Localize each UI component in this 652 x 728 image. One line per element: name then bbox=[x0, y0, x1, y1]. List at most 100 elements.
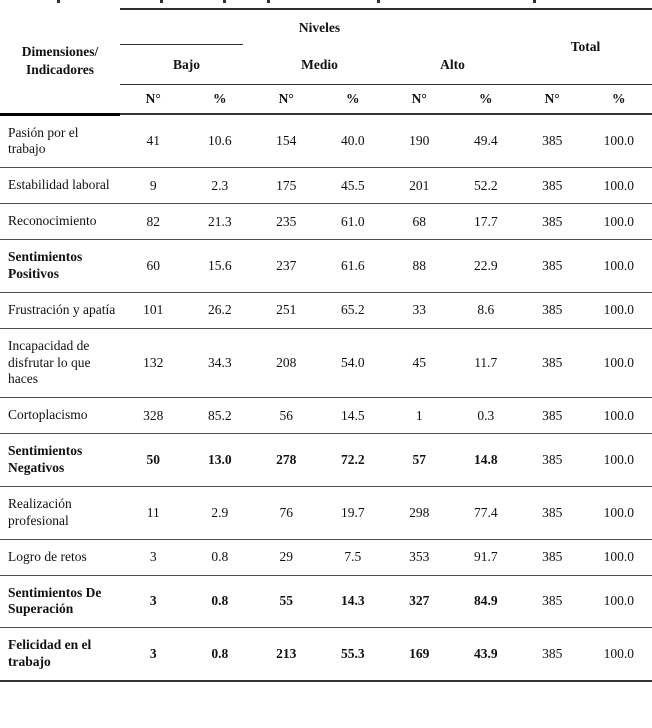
cropped-caption-remnant bbox=[223, 0, 226, 3]
cell-value: 278 bbox=[253, 433, 320, 487]
cell-value: 77.4 bbox=[452, 486, 519, 540]
header-medio: Medio bbox=[253, 46, 386, 85]
header-total: Total bbox=[519, 8, 652, 85]
cell-value: 88 bbox=[386, 239, 453, 293]
cell-value: 72.2 bbox=[319, 433, 386, 487]
cell-value: 328 bbox=[120, 397, 187, 435]
cell-value: 15.6 bbox=[186, 239, 253, 293]
cell-value: 34.3 bbox=[186, 328, 253, 399]
row-label: Estabilidad laboral bbox=[0, 167, 120, 205]
cell-value: 385 bbox=[519, 167, 586, 205]
row-label: Sentimientos De Superación bbox=[0, 575, 120, 629]
table-row: Reconocimiento 82 21.3 235 61.0 68 17.7 385 100.… bbox=[0, 203, 652, 240]
cell-value: 33 bbox=[386, 292, 453, 329]
header-niveles: Niveles bbox=[120, 8, 519, 46]
subheader-pct-alto: % bbox=[452, 84, 519, 115]
frequency-table: Dimensiones/ Indicadores Niveles Total B… bbox=[0, 8, 652, 683]
cell-value: 65.2 bbox=[319, 292, 386, 329]
table-row: Cortoplacismo 328 85.2 56 14.5 1 0.3 385 100.0 bbox=[0, 397, 652, 435]
cell-value: 43.9 bbox=[452, 627, 519, 683]
subheader-n-alto: N° bbox=[386, 84, 453, 115]
cell-value: 14.8 bbox=[452, 433, 519, 487]
cell-value: 100.0 bbox=[585, 539, 652, 576]
cell-value: 385 bbox=[519, 539, 586, 576]
row-label: Sentimientos Positivos bbox=[0, 239, 120, 293]
cell-value: 3 bbox=[120, 627, 187, 683]
subheader-n-bajo: N° bbox=[120, 84, 187, 115]
niveles-underline bbox=[120, 44, 243, 45]
cropped-caption-remnant bbox=[57, 0, 60, 3]
cell-value: 11.7 bbox=[452, 328, 519, 399]
cell-value: 385 bbox=[519, 114, 586, 169]
table-body: Pasión por el trabajo 41 10.6 154 40.0 190 49.… bbox=[0, 114, 652, 683]
subheader-pct-total: % bbox=[585, 84, 652, 115]
cell-value: 385 bbox=[519, 575, 586, 629]
cell-value: 29 bbox=[253, 539, 320, 576]
cell-value: 3 bbox=[120, 575, 187, 629]
cell-value: 0.8 bbox=[186, 539, 253, 576]
cell-value: 40.0 bbox=[319, 114, 386, 169]
cell-value: 385 bbox=[519, 239, 586, 293]
cell-value: 327 bbox=[386, 575, 453, 629]
cell-value: 208 bbox=[253, 328, 320, 399]
cell-value: 0.8 bbox=[186, 575, 253, 629]
cell-value: 2.3 bbox=[186, 167, 253, 205]
row-label: Logro de retos bbox=[0, 539, 120, 576]
cell-value: 21.3 bbox=[186, 203, 253, 240]
cell-value: 385 bbox=[519, 433, 586, 487]
table-row: Logro de retos 3 0.8 29 7.5 353 91.7 385 100.0 bbox=[0, 539, 652, 576]
cell-value: 100.0 bbox=[585, 575, 652, 629]
table-row: Frustración y apatía 101 26.2 251 65.2 33 8.6 3… bbox=[0, 292, 652, 329]
cell-value: 100.0 bbox=[585, 433, 652, 487]
cell-value: 0.8 bbox=[186, 627, 253, 683]
cell-value: 61.0 bbox=[319, 203, 386, 240]
table-row: Sentimientos Negativos 50 13.0 278 72.2 57 14.… bbox=[0, 433, 652, 487]
cell-value: 61.6 bbox=[319, 239, 386, 293]
table-row: Incapacidad de disfrutar lo que haces 132… bbox=[0, 328, 652, 399]
cell-value: 57 bbox=[386, 433, 453, 487]
cell-value: 100.0 bbox=[585, 397, 652, 435]
cell-value: 100.0 bbox=[585, 486, 652, 540]
table-row: Pasión por el trabajo 41 10.6 154 40.0 190 49.… bbox=[0, 114, 652, 169]
cell-value: 0.3 bbox=[452, 397, 519, 435]
cell-value: 353 bbox=[386, 539, 453, 576]
cropped-caption-remnant bbox=[533, 0, 536, 3]
table-row: Sentimientos Positivos 60 15.6 237 61.6 88 22.… bbox=[0, 239, 652, 293]
cell-value: 45.5 bbox=[319, 167, 386, 205]
cell-value: 22.9 bbox=[452, 239, 519, 293]
cell-value: 100.0 bbox=[585, 114, 652, 169]
row-label: Reconocimiento bbox=[0, 203, 120, 240]
table-header: Dimensiones/ Indicadores Niveles Total B… bbox=[0, 8, 652, 116]
cell-value: 100.0 bbox=[585, 167, 652, 205]
cell-value: 385 bbox=[519, 627, 586, 683]
table-row: Realización profesional 11 2.9 76 19.7 298 77.… bbox=[0, 486, 652, 540]
cell-value: 85.2 bbox=[186, 397, 253, 435]
cropped-caption-remnant bbox=[160, 0, 163, 3]
table-row: Estabilidad laboral 9 2.3 175 45.5 201 52.2 385… bbox=[0, 167, 652, 205]
cell-value: 54.0 bbox=[319, 328, 386, 399]
cell-value: 45 bbox=[386, 328, 453, 399]
cell-value: 41 bbox=[120, 114, 187, 169]
cell-value: 68 bbox=[386, 203, 453, 240]
cell-value: 52.2 bbox=[452, 167, 519, 205]
subheader-pct-bajo: % bbox=[186, 84, 253, 115]
row-label: Incapacidad de disfrutar lo que haces bbox=[0, 328, 120, 399]
cell-value: 3 bbox=[120, 539, 187, 576]
cropped-caption-remnant bbox=[377, 0, 380, 3]
cell-value: 7.5 bbox=[319, 539, 386, 576]
cell-value: 385 bbox=[519, 328, 586, 399]
cell-value: 154 bbox=[253, 114, 320, 169]
cell-value: 19.7 bbox=[319, 486, 386, 540]
header-alto: Alto bbox=[386, 46, 519, 85]
cell-value: 14.3 bbox=[319, 575, 386, 629]
subheader-n-medio: N° bbox=[253, 84, 320, 115]
row-label: Sentimientos Negativos bbox=[0, 433, 120, 487]
cell-value: 11 bbox=[120, 486, 187, 540]
cell-value: 100.0 bbox=[585, 328, 652, 399]
cell-value: 385 bbox=[519, 203, 586, 240]
cell-value: 132 bbox=[120, 328, 187, 399]
cell-value: 84.9 bbox=[452, 575, 519, 629]
cell-value: 237 bbox=[253, 239, 320, 293]
cell-value: 1 bbox=[386, 397, 453, 435]
